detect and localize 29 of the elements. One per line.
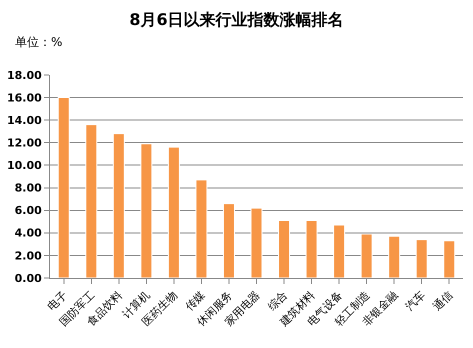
y-tick-label: 10.00 — [7, 159, 42, 172]
bar — [306, 220, 318, 278]
bar — [250, 208, 263, 278]
y-tick-label: 4.00 — [14, 226, 42, 240]
bar — [85, 124, 98, 278]
y-tick-label: 0.00 — [14, 272, 42, 285]
bar — [222, 203, 235, 278]
x-tick-label: 汽车 — [402, 288, 428, 314]
y-tick-label: 14.00 — [7, 114, 42, 127]
y-axis-title: 单位：% — [15, 35, 62, 49]
bar — [416, 239, 428, 278]
y-tick-label: 16.00 — [7, 91, 42, 104]
bar — [333, 224, 346, 278]
bar — [388, 236, 400, 278]
bar — [195, 179, 208, 278]
chart-title: 8月6日以来行业指数涨幅排名 — [129, 10, 344, 30]
bar — [58, 97, 70, 278]
bar — [443, 240, 456, 278]
y-tick-label: 12.00 — [7, 136, 42, 150]
bar — [278, 220, 290, 278]
y-tick-label: 6.00 — [14, 204, 42, 218]
bar — [140, 143, 152, 278]
y-tick-label: 18.00 — [7, 68, 42, 82]
y-tick-label: 2.00 — [14, 249, 42, 262]
bar — [360, 234, 373, 278]
bar — [168, 146, 180, 278]
y-tick-label: 8.00 — [14, 182, 42, 195]
bar — [112, 133, 125, 278]
x-tick-label: 通信 — [430, 288, 456, 314]
